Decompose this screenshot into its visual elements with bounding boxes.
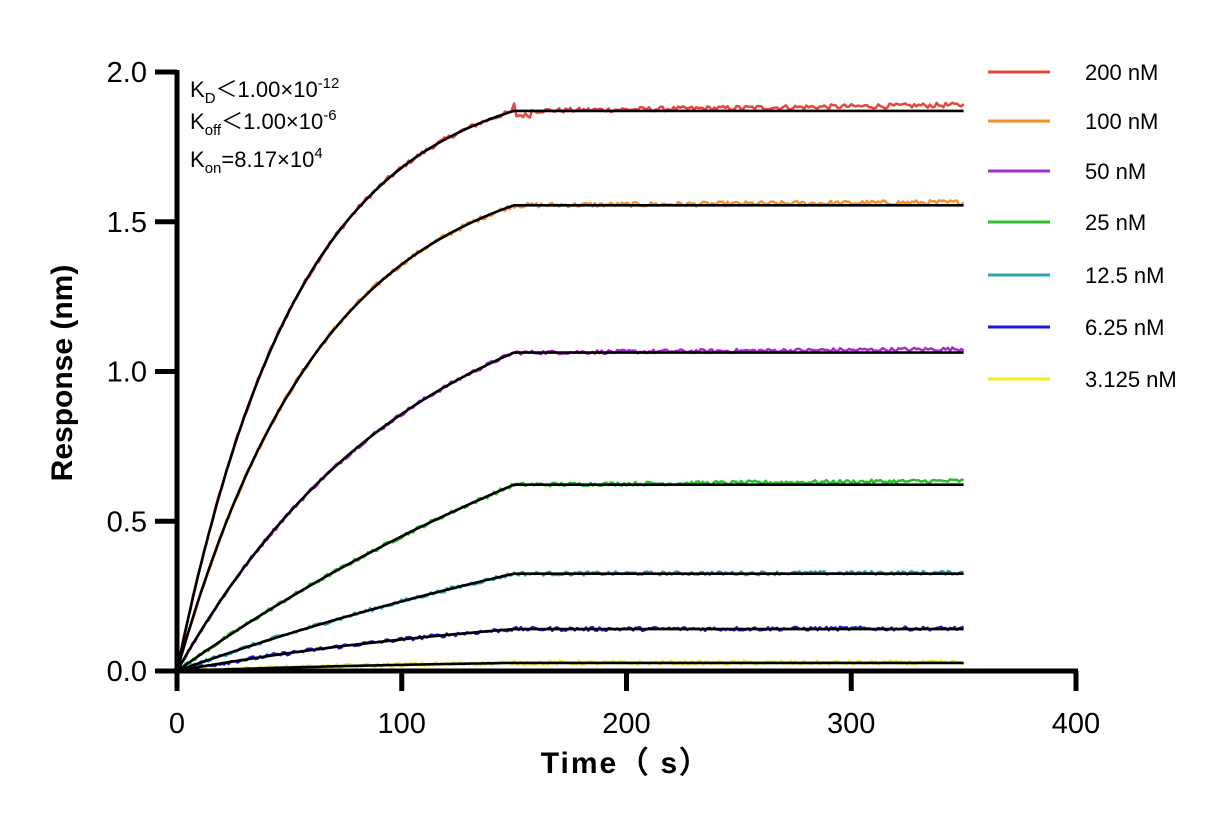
y-tick-label: 2.0 bbox=[107, 57, 147, 89]
fit-line-6_25-nM bbox=[176, 627, 964, 673]
annotation-koff: Koff＜1.00×10-6 bbox=[190, 107, 337, 139]
series-line-50-nM bbox=[176, 346, 965, 672]
series-layer bbox=[175, 101, 965, 674]
x-tick-label: 200 bbox=[602, 708, 650, 740]
x-tick-label: 400 bbox=[1052, 708, 1100, 740]
legend-label-25-nM: 25 nM bbox=[1085, 210, 1146, 235]
fit-line-100-nM bbox=[175, 204, 964, 672]
y-axis-title: Response (nm) bbox=[46, 265, 79, 482]
fit-layer bbox=[175, 109, 964, 673]
y-tick-label: 1.0 bbox=[107, 357, 147, 389]
x-axis-title: Time（ s） bbox=[541, 746, 712, 780]
fit-line-50-nM bbox=[175, 351, 964, 672]
fit-line-3_125-nM bbox=[176, 661, 964, 673]
annotation-kon: Kon=8.17×104 bbox=[190, 145, 323, 177]
legend-label-6_25-nM: 6.25 nM bbox=[1085, 315, 1165, 340]
legend-label-100-nM: 100 nM bbox=[1085, 109, 1158, 134]
series-line-6_25-nM bbox=[176, 625, 965, 674]
x-tick-label: 0 bbox=[169, 708, 185, 740]
annotation-kd: KD＜1.00×10-12 bbox=[190, 75, 339, 107]
legend-label-12_5-nM: 12.5 nM bbox=[1085, 263, 1165, 288]
x-tick-label: 100 bbox=[378, 708, 426, 740]
fit-line-25-nM bbox=[176, 483, 964, 673]
legend: 200 nM 100 nM 50 nM 25 nM 12.5 nM 6.25 nM 3.12… bbox=[988, 60, 1177, 392]
ticks-layer: 0 100 200 300 400 0.0 0.5 1.0 1.5 2.0 bbox=[107, 57, 1101, 740]
y-tick-label: 0.5 bbox=[107, 506, 147, 538]
series-line-12_5-nM bbox=[176, 569, 964, 672]
legend-label-50-nM: 50 nM bbox=[1085, 159, 1146, 184]
series-line-100-nM bbox=[175, 199, 965, 673]
x-tick-label: 300 bbox=[827, 708, 875, 740]
fit-line-200-nM bbox=[175, 109, 964, 672]
y-tick-label: 1.5 bbox=[107, 207, 147, 239]
legend-label-3_125-nM: 3.125 nM bbox=[1085, 367, 1177, 392]
y-tick-label: 0.0 bbox=[107, 656, 147, 688]
legend-label-200-nM: 200 nM bbox=[1085, 60, 1158, 85]
fit-line-12_5-nM bbox=[176, 572, 964, 673]
